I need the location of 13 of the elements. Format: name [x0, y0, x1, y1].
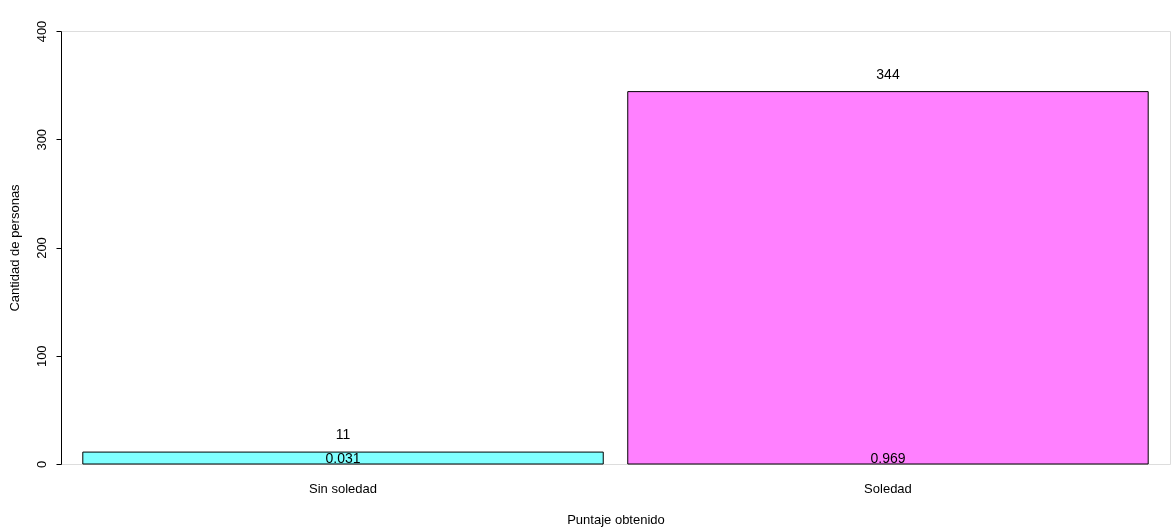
x-tick-label: Soledad [864, 480, 912, 496]
y-tick-label: 400 [33, 20, 49, 43]
data-label: 11 [335, 426, 351, 443]
y-tick-label: 300 [33, 128, 49, 151]
y-tick-label: 0 [33, 460, 49, 469]
y-axis-title: Cantidad de personas [6, 183, 22, 312]
x-axis-title: Puntaje obtenido [567, 511, 665, 527]
y-tick-label: 100 [33, 345, 49, 368]
annotation: 0.969 [870, 450, 906, 466]
data-label: 344 [876, 65, 900, 82]
x-tick-label: Sin soledad [309, 480, 377, 496]
y-tick-label: 200 [33, 237, 49, 259]
annotation: 0.031 [325, 450, 361, 466]
